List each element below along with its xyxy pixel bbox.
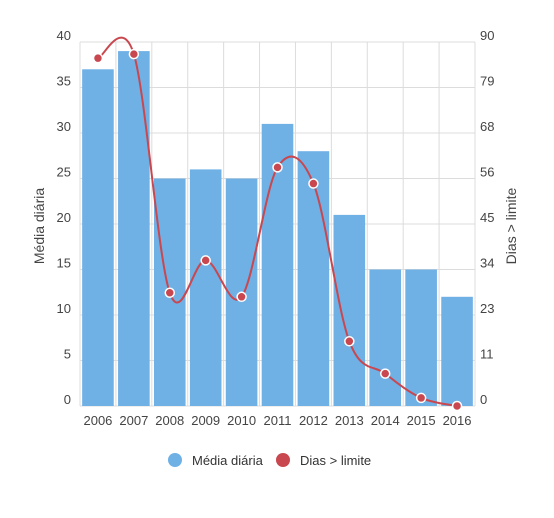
bar-2013 bbox=[333, 214, 366, 406]
bar-2014 bbox=[369, 269, 402, 406]
legend-label-bar: Média diária bbox=[192, 453, 264, 468]
legend-swatch-bar bbox=[168, 453, 182, 467]
line-point-2006 bbox=[92, 52, 104, 64]
legend: Média diária Dias > limite bbox=[168, 453, 371, 468]
right-axis-ticks: 0 11 23 34 45 56 68 79 90 bbox=[480, 28, 494, 407]
bar-2015 bbox=[405, 269, 437, 406]
x-tick-label: 2008 bbox=[155, 413, 184, 428]
line-series bbox=[92, 36, 463, 412]
left-tick-label: 10 bbox=[57, 301, 71, 316]
line-point-2014 bbox=[379, 368, 391, 379]
line-point-2009 bbox=[200, 255, 211, 266]
x-tick-label: 2012 bbox=[299, 413, 328, 428]
left-tick-label: 25 bbox=[57, 165, 71, 180]
bar-2007 bbox=[118, 51, 150, 406]
left-tick-label: 0 bbox=[64, 392, 71, 407]
line-point-2015 bbox=[415, 392, 427, 404]
left-axis-ticks: 0 5 10 15 20 25 30 35 40 bbox=[57, 28, 71, 407]
right-tick-label: 68 bbox=[480, 119, 494, 134]
right-tick-label: 0 bbox=[480, 392, 487, 407]
left-tick-label: 40 bbox=[57, 28, 71, 43]
x-tick-label: 2013 bbox=[335, 413, 364, 428]
x-tick-label: 2007 bbox=[119, 413, 148, 428]
line-point-2011 bbox=[272, 162, 283, 173]
x-tick-label: 2011 bbox=[264, 413, 292, 428]
right-axis-title: Dias > limite bbox=[503, 187, 519, 264]
left-tick-label: 30 bbox=[57, 119, 71, 134]
right-tick-label: 90 bbox=[480, 28, 494, 43]
x-tick-label: 2014 bbox=[371, 413, 400, 428]
line-point-2008 bbox=[164, 287, 176, 299]
x-axis-ticks: 2006 2007 2008 2009 2010 2011 2012 2013 2014 2015… bbox=[83, 413, 471, 428]
bar-2016 bbox=[441, 296, 473, 406]
x-tick-label: 2015 bbox=[407, 413, 436, 428]
bar-2006 bbox=[82, 69, 114, 407]
x-tick-label: 2016 bbox=[443, 413, 472, 428]
bar-2009 bbox=[189, 169, 222, 406]
x-tick-label: 2006 bbox=[83, 413, 112, 428]
line-point-2007 bbox=[128, 48, 140, 60]
line-point-2013 bbox=[344, 336, 355, 347]
left-tick-label: 5 bbox=[64, 347, 71, 362]
line-point-2010 bbox=[236, 291, 247, 303]
right-tick-label: 34 bbox=[480, 256, 494, 271]
left-tick-label: 20 bbox=[57, 210, 71, 225]
right-tick-label: 79 bbox=[480, 74, 494, 89]
bar-2012 bbox=[297, 151, 330, 406]
left-tick-label: 35 bbox=[57, 74, 71, 89]
line-point-2012 bbox=[308, 178, 319, 189]
right-tick-label: 56 bbox=[480, 165, 494, 180]
bar-series bbox=[82, 51, 473, 407]
x-tick-label: 2010 bbox=[227, 413, 256, 428]
x-tick-label: 2009 bbox=[191, 413, 220, 428]
right-tick-label: 11 bbox=[480, 347, 494, 362]
left-tick-label: 15 bbox=[57, 256, 71, 271]
legend-swatch-line bbox=[276, 453, 290, 467]
line-point-2016 bbox=[451, 400, 463, 412]
right-tick-label: 23 bbox=[480, 301, 494, 316]
left-axis-title: Média diária bbox=[31, 188, 47, 264]
legend-label-line: Dias > limite bbox=[300, 453, 371, 468]
right-tick-label: 45 bbox=[480, 210, 494, 225]
